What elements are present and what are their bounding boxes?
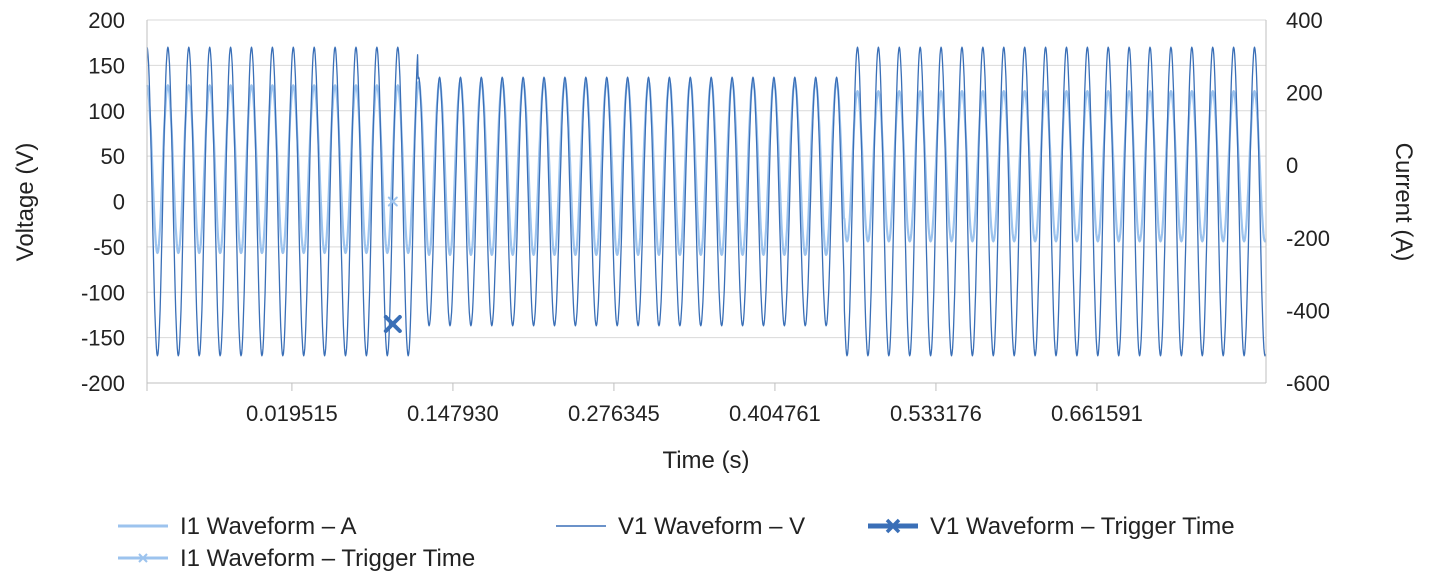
y2-tick-label: 200	[1286, 81, 1323, 106]
x-tick-label: 0.019515	[246, 401, 338, 426]
legend-label: I1 Waveform – A	[180, 513, 357, 540]
y-tick-label: 150	[88, 53, 125, 78]
y-axis-title: Voltage (V)	[12, 143, 39, 262]
legend-item-current-trigger: I1 Waveform – Trigger Time	[118, 545, 475, 572]
x-marker-icon	[138, 553, 148, 563]
x-tick-label: 0.533176	[890, 401, 982, 426]
y-tick-label: 200	[88, 8, 125, 33]
y-tick-label: -200	[81, 371, 125, 396]
series-voltage-line	[146, 46, 1267, 357]
legend-item-voltage-trigger: V1 Waveform – Trigger Time	[868, 513, 1235, 540]
series-current-line	[146, 80, 1267, 256]
x-tick-label: 0.404761	[729, 401, 821, 426]
y2-tick-label: 0	[1286, 153, 1298, 178]
y2-tick-label: -600	[1286, 371, 1330, 396]
y-tick-label: 0	[113, 190, 125, 215]
trigger-marker-current	[387, 196, 398, 207]
y2-axis-title: Current (A)	[1390, 143, 1417, 262]
y2-tick-label: 400	[1286, 8, 1323, 33]
y2-tick-label: -400	[1286, 298, 1330, 323]
legend: I1 Waveform – A V1 Waveform – V V1 Wavef…	[118, 513, 1235, 572]
y-tick-label: -100	[81, 280, 125, 305]
legend-item-voltage: V1 Waveform – V	[556, 513, 805, 540]
plot-area	[146, 46, 1267, 357]
y-tick-label: 50	[101, 144, 125, 169]
y-tick-label: -50	[93, 235, 125, 260]
x-tick-label: 0.661591	[1051, 401, 1143, 426]
x-tick-label: 0.147930	[407, 401, 499, 426]
x-axis-title: Time (s)	[662, 447, 749, 474]
trigger-marker-voltage	[383, 315, 402, 334]
legend-label: I1 Waveform – Trigger Time	[180, 545, 475, 572]
x-tick-label: 0.276345	[568, 401, 660, 426]
legend-label: V1 Waveform – V	[618, 513, 805, 540]
axes: 200 150 100 50 0 -50 -100 -150 -200 400 200 0 -200 -4…	[81, 8, 1330, 426]
marker-stroke	[387, 196, 398, 207]
y2-tick-label: -200	[1286, 226, 1330, 251]
legend-item-current: I1 Waveform – A	[118, 513, 357, 540]
y-tick-label: 100	[88, 99, 125, 124]
legend-label: V1 Waveform – Trigger Time	[930, 513, 1235, 540]
marker-stroke	[383, 315, 402, 334]
x-marker-icon	[885, 518, 901, 534]
y-tick-label: -150	[81, 326, 125, 351]
